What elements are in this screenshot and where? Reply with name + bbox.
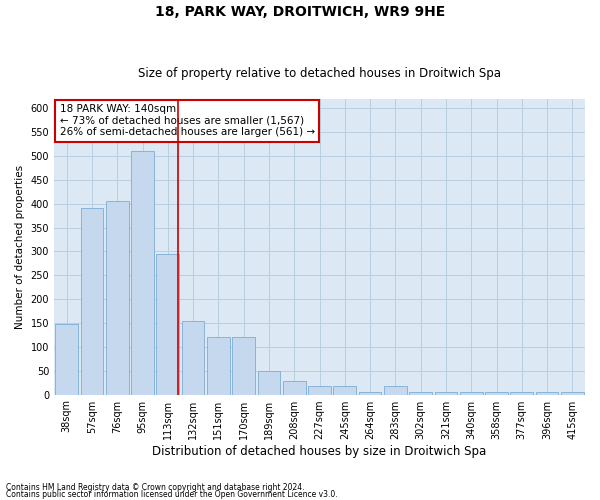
Bar [485, 392, 508, 394]
Bar [106, 202, 128, 394]
Text: 18, PARK WAY, DROITWICH, WR9 9HE: 18, PARK WAY, DROITWICH, WR9 9HE [155, 5, 445, 19]
Bar [257, 370, 280, 394]
Bar [308, 386, 331, 394]
Bar [283, 381, 305, 394]
Bar [182, 320, 205, 394]
Bar [359, 392, 382, 394]
Bar [55, 324, 78, 394]
Text: Contains HM Land Registry data © Crown copyright and database right 2024.: Contains HM Land Registry data © Crown c… [6, 484, 305, 492]
Bar [434, 392, 457, 394]
Bar [409, 392, 432, 394]
Text: 18 PARK WAY: 140sqm
← 73% of detached houses are smaller (1,567)
26% of semi-det: 18 PARK WAY: 140sqm ← 73% of detached ho… [59, 104, 315, 138]
Bar [80, 208, 103, 394]
Bar [536, 392, 559, 394]
Bar [157, 254, 179, 394]
Bar [207, 338, 230, 394]
Bar [232, 338, 255, 394]
Bar [460, 392, 482, 394]
Bar [131, 151, 154, 394]
Bar [384, 386, 407, 394]
Bar [334, 386, 356, 394]
Title: Size of property relative to detached houses in Droitwich Spa: Size of property relative to detached ho… [138, 66, 501, 80]
X-axis label: Distribution of detached houses by size in Droitwich Spa: Distribution of detached houses by size … [152, 444, 487, 458]
Bar [561, 392, 584, 394]
Text: Contains public sector information licensed under the Open Government Licence v3: Contains public sector information licen… [6, 490, 338, 499]
Bar [511, 392, 533, 394]
Y-axis label: Number of detached properties: Number of detached properties [15, 164, 25, 328]
